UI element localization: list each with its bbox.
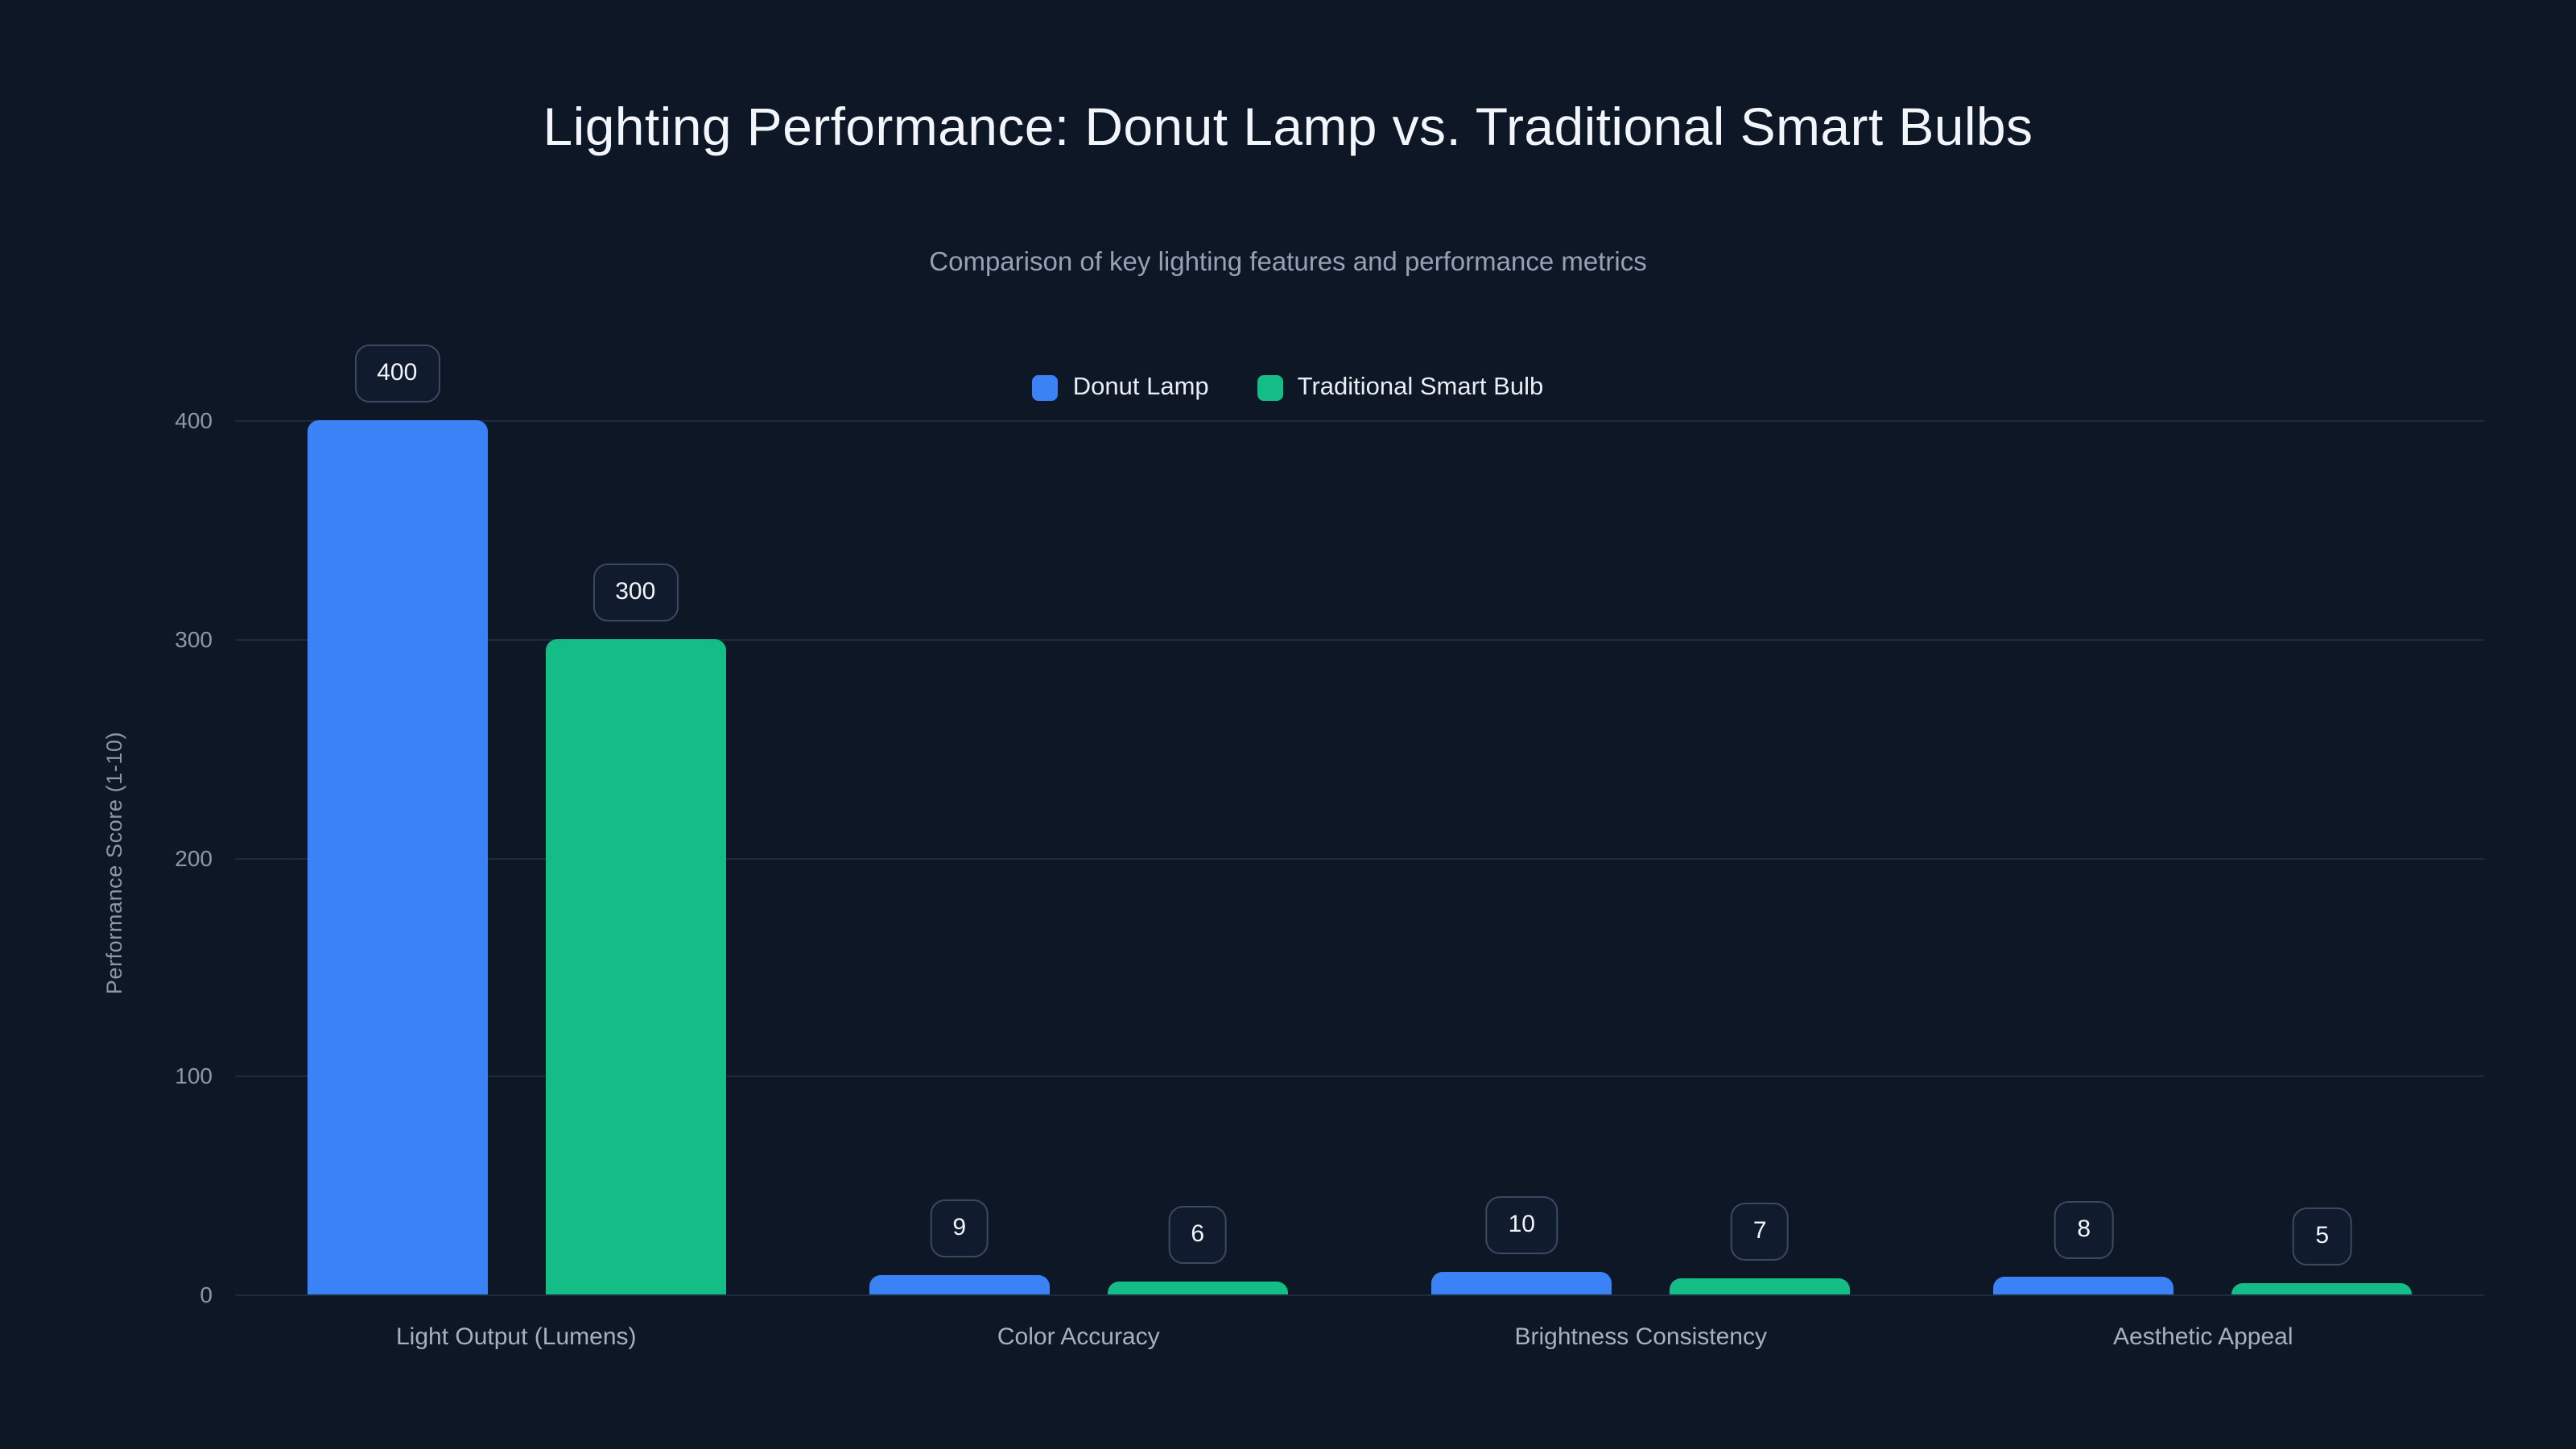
value-label: 8 <box>2054 1201 2114 1260</box>
legend-label: Traditional Smart Bulb <box>1297 374 1544 401</box>
value-label: 5 <box>2293 1208 2352 1266</box>
value-label: 400 <box>354 345 440 402</box>
value-label: 300 <box>592 563 679 621</box>
legend-swatch-icon <box>1257 375 1283 401</box>
y-axis-tick-label: 100 <box>175 1063 213 1089</box>
y-axis-tick-label: 300 <box>175 625 213 652</box>
bar <box>307 420 488 1294</box>
gridline <box>235 638 2484 641</box>
value-label: 6 <box>1168 1205 1228 1264</box>
bar <box>1993 1277 2174 1294</box>
y-axis-tick-label: 400 <box>175 407 213 433</box>
y-axis-tick-label: 0 <box>200 1282 213 1307</box>
chart-subtitle: Comparison of key lighting features and … <box>929 248 1647 277</box>
gridline <box>235 420 2484 422</box>
legend: Donut Lamp Traditional Smart Bulb <box>0 374 2576 402</box>
gridline <box>235 857 2484 859</box>
legend-item: Traditional Smart Bulb <box>1257 374 1544 402</box>
gridline <box>235 1294 2484 1296</box>
bar <box>545 638 726 1294</box>
legend-item: Donut Lamp <box>1032 374 1209 402</box>
value-label: 10 <box>1485 1196 1558 1255</box>
y-axis-tick-label: 200 <box>175 844 213 870</box>
bar <box>1107 1281 1288 1294</box>
bar <box>869 1274 1050 1294</box>
x-axis-tick-label: Aesthetic Appeal <box>2113 1323 2293 1351</box>
legend-label: Donut Lamp <box>1072 374 1209 401</box>
x-axis-tick-label: Brightness Consistency <box>1514 1323 1768 1351</box>
x-axis-tick-label: Light Output (Lumens) <box>396 1323 637 1351</box>
value-label: 7 <box>1730 1203 1790 1261</box>
bar <box>2231 1283 2413 1294</box>
legend-swatch-icon <box>1032 375 1059 401</box>
chart-title: Lighting Performance: Donut Lamp vs. Tra… <box>543 97 2033 156</box>
gridline <box>235 1075 2484 1078</box>
bar <box>1670 1278 1851 1294</box>
x-axis-tick-label: Color Accuracy <box>997 1323 1160 1351</box>
bar <box>1431 1272 1612 1294</box>
value-label: 9 <box>930 1199 989 1257</box>
